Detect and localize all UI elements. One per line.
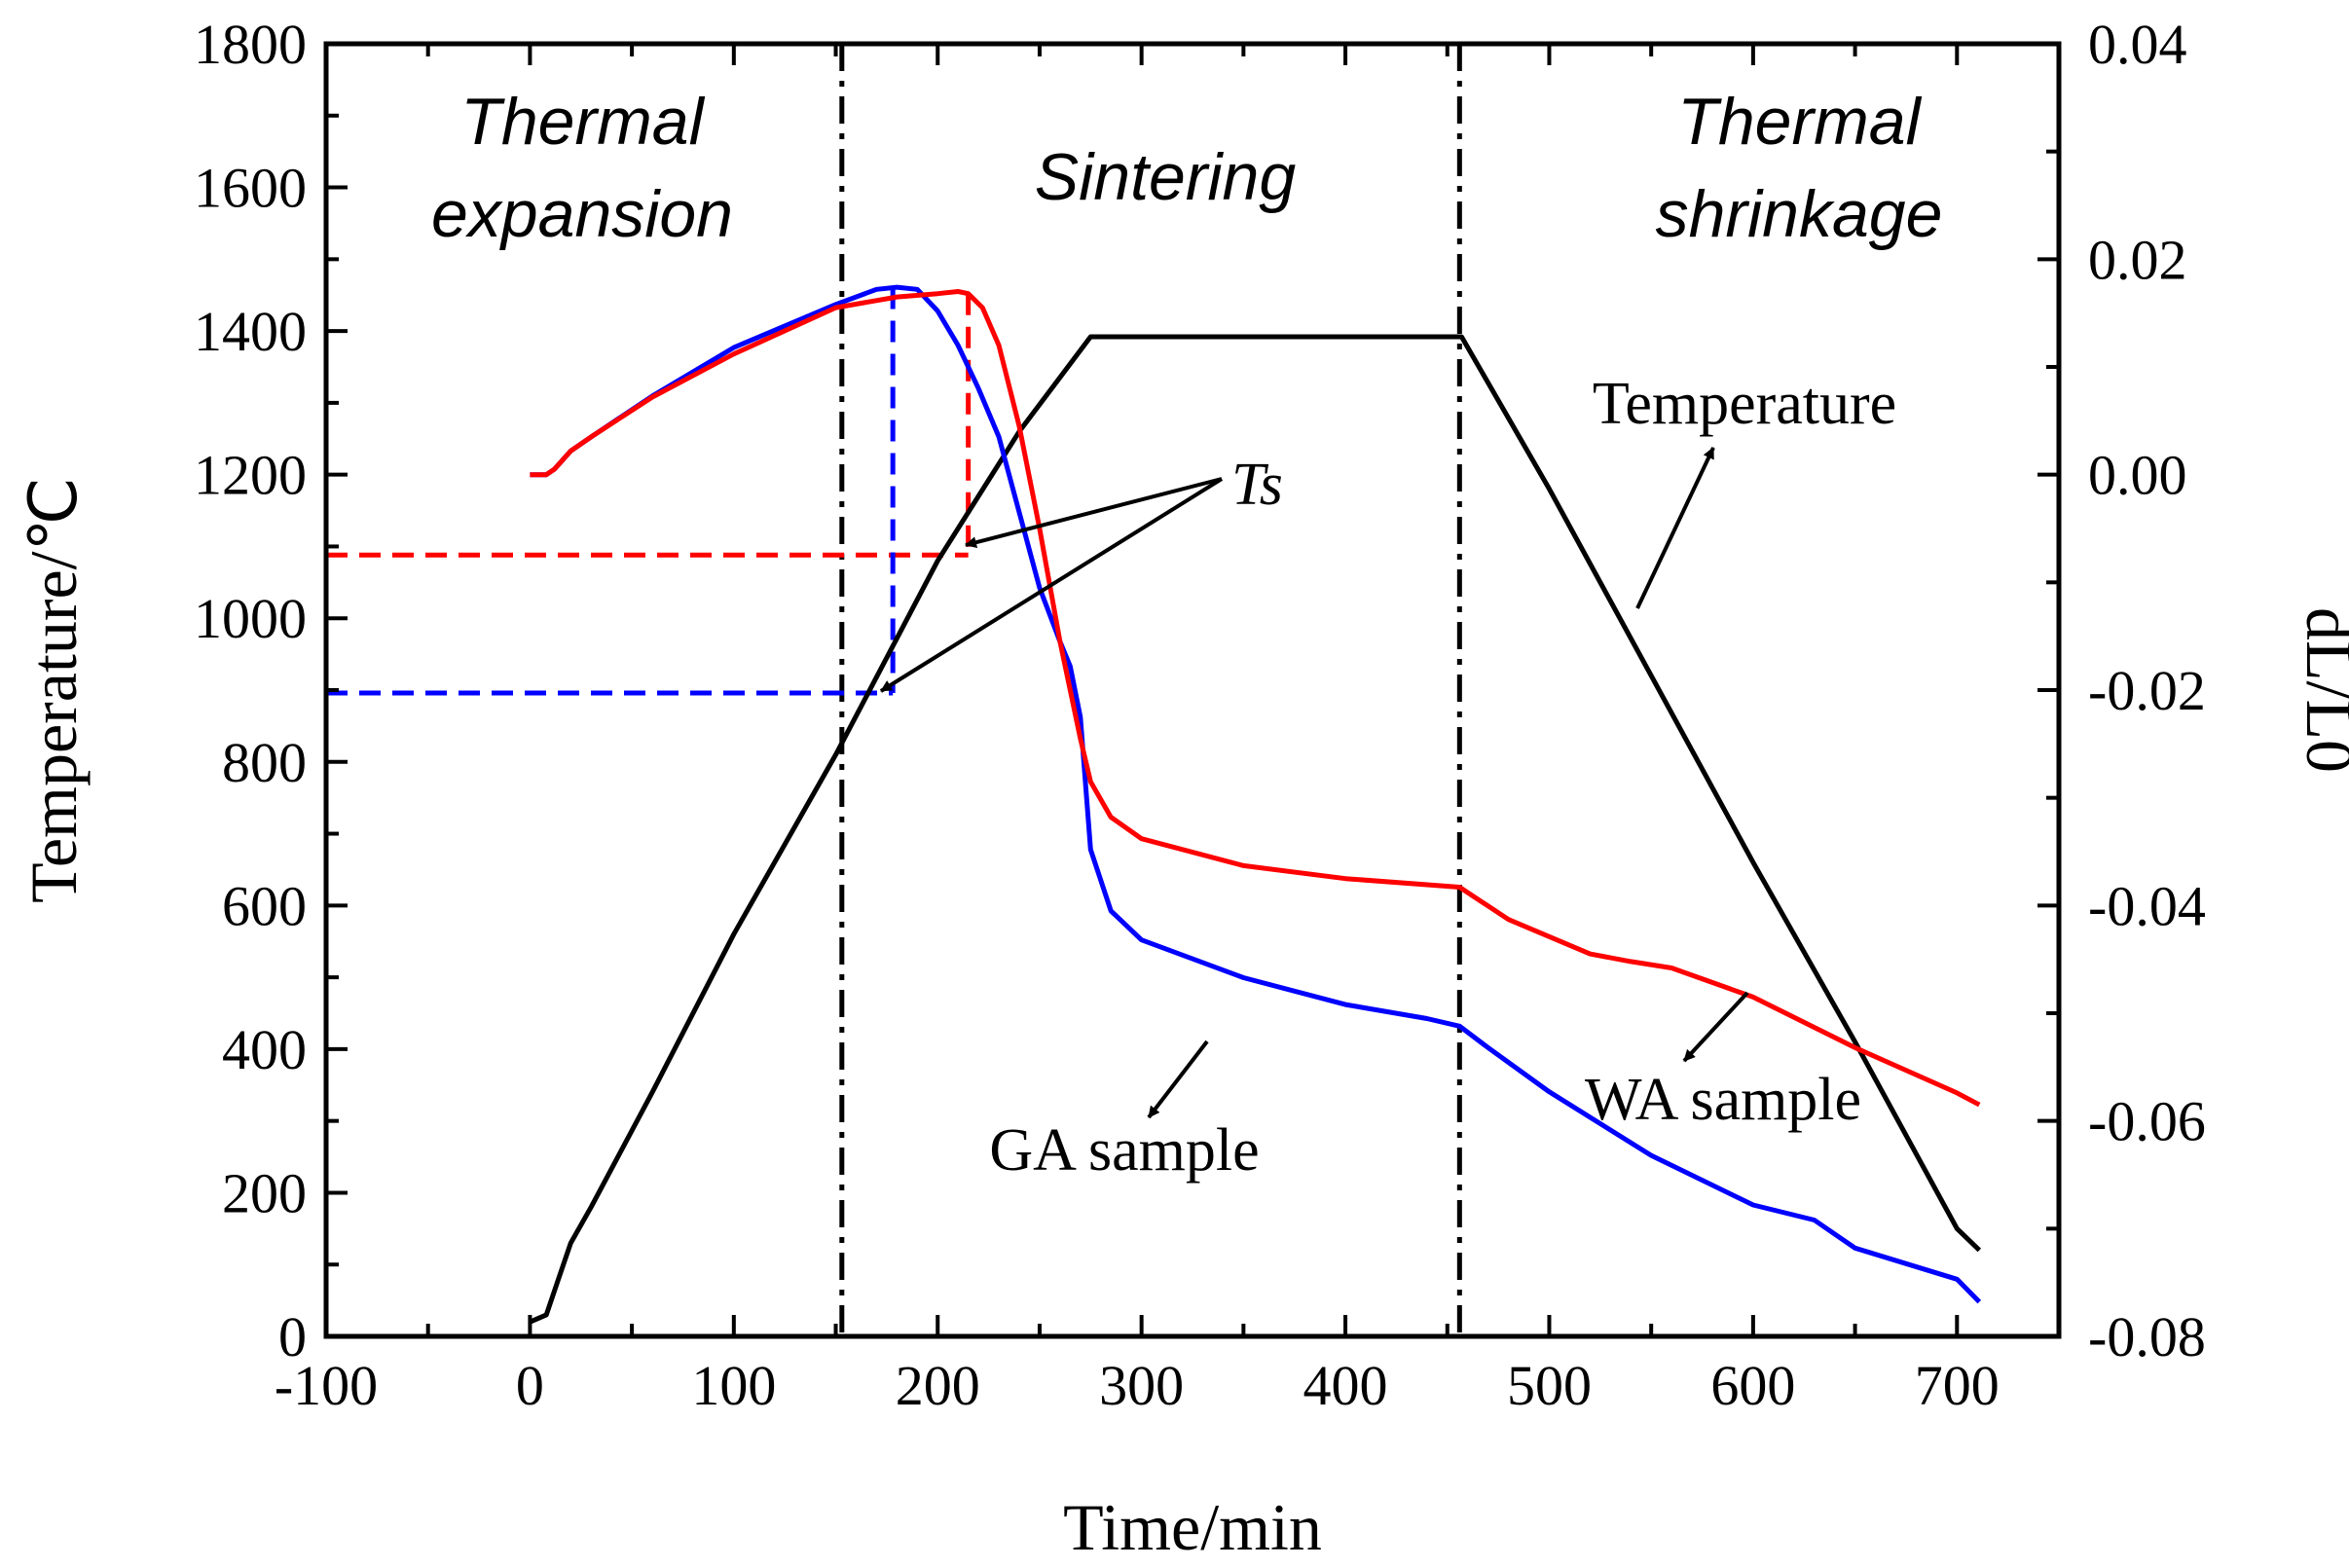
y-left-tick-label: 600 <box>222 874 307 937</box>
region-label: shrinkage <box>1656 177 1943 251</box>
region-label: Sintering <box>1035 140 1297 214</box>
temperature-annotation-label: Temperature <box>1593 371 1896 437</box>
y-axis-left-title: Temperature/℃ <box>17 477 91 903</box>
region-labels: Thermal expansion Sintering Thermal shrinkag… <box>431 85 1942 251</box>
y-right-tick-label: 0.02 <box>2088 228 2187 291</box>
y-left-tick-label: 400 <box>222 1018 307 1081</box>
x-tick-label: -100 <box>275 1354 378 1417</box>
ga-arrow <box>1147 1039 1209 1119</box>
annotations: Ts Temperature GA sample WA sample <box>879 371 1896 1184</box>
y-right-tick-label: -0.08 <box>2088 1305 2206 1368</box>
y-right-tick-label: -0.04 <box>2088 874 2206 937</box>
ts-arrow <box>965 477 1223 549</box>
x-tick-label: 300 <box>1099 1354 1184 1417</box>
wa-arrow <box>1682 991 1749 1063</box>
y-left-tick-label: 800 <box>222 731 307 794</box>
y-axis-right-title: dL/L0 <box>2293 607 2349 773</box>
x-tick-label: 200 <box>896 1354 980 1417</box>
y-right-tick-label: 0.00 <box>2088 444 2187 507</box>
phase-boundaries <box>839 44 1462 1336</box>
temperature-line <box>529 334 1982 1325</box>
y-right-tick-label: 0.04 <box>2088 13 2187 76</box>
y-left-tick-label: 1800 <box>194 13 307 76</box>
ts-label: Ts <box>1231 452 1283 518</box>
region-label: expansion <box>431 177 733 251</box>
y-left-tick-label: 1400 <box>194 300 307 363</box>
y-left-tick-label: 1200 <box>194 444 307 507</box>
y-left-tick-label: 200 <box>222 1161 307 1224</box>
temperature-arrow <box>1635 447 1715 609</box>
y-right-tick-label: -0.02 <box>2088 659 2206 722</box>
y-left-tick-label: 1600 <box>194 157 307 220</box>
x-axis-title: Time/min <box>1063 1490 1322 1564</box>
wa-annotation-label: WA sample <box>1585 1067 1861 1133</box>
y-left-tick-label: 0 <box>278 1305 307 1368</box>
ga-annotation-label: GA sample <box>989 1117 1259 1184</box>
ts-guide-lines <box>326 287 972 696</box>
x-tick-label: 700 <box>1915 1354 2000 1417</box>
x-tick-label: 500 <box>1507 1354 1592 1417</box>
ts-arrow <box>879 477 1224 693</box>
region-label: Thermal <box>1677 85 1922 159</box>
x-tick-label: 0 <box>516 1354 544 1417</box>
x-tick-label: 400 <box>1303 1354 1388 1417</box>
y-left-tick-label: 1000 <box>194 587 307 650</box>
axis-ticks <box>324 42 2061 1338</box>
tick-labels: -100 0 100 200 300 400 500 600 70002004006008001… <box>194 13 2206 1417</box>
region-label: Thermal <box>460 85 705 159</box>
x-tick-label: 600 <box>1710 1354 1795 1417</box>
x-tick-label: 100 <box>691 1354 776 1417</box>
y-right-tick-label: -0.06 <box>2088 1090 2206 1153</box>
